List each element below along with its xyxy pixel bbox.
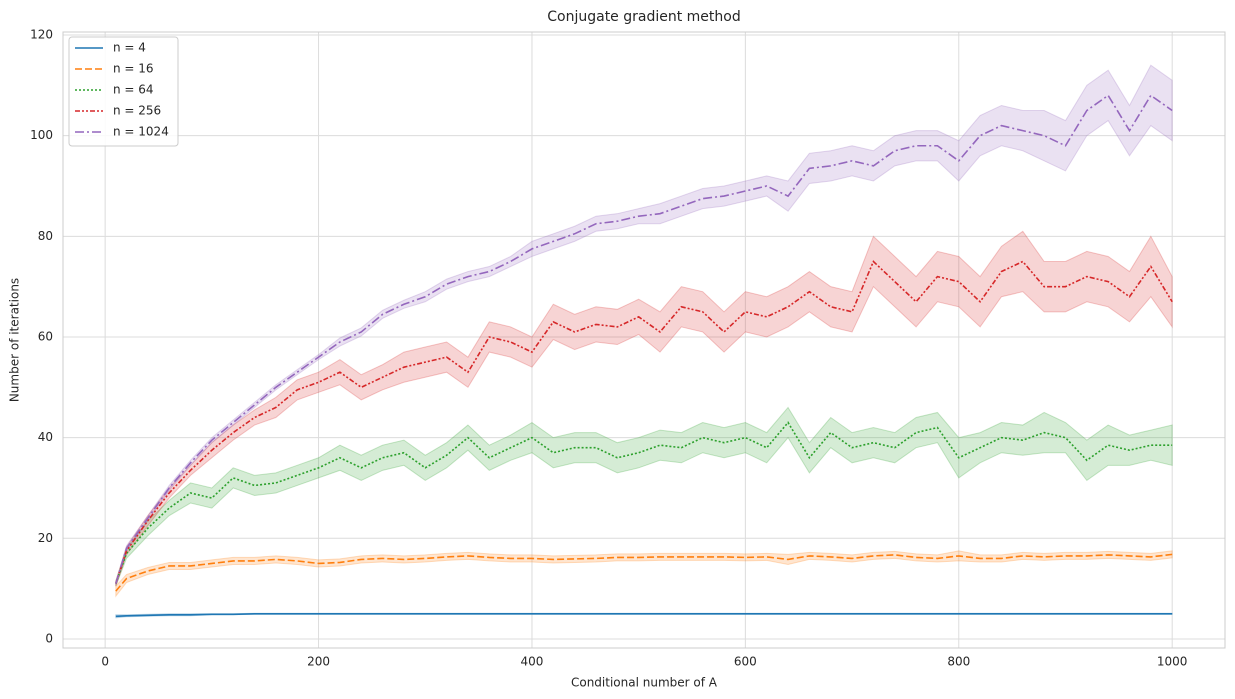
series-line bbox=[115, 94, 1173, 584]
x-tick-label: 800 bbox=[947, 655, 970, 669]
x-tick-label: 0 bbox=[101, 655, 109, 669]
x-tick-label: 600 bbox=[734, 655, 757, 669]
grid bbox=[63, 32, 1225, 648]
y-tick-label: 120 bbox=[30, 28, 53, 42]
y-tick-label: 20 bbox=[38, 531, 53, 545]
y-tick-label: 80 bbox=[38, 229, 53, 243]
y-tick-label: 60 bbox=[38, 329, 53, 343]
legend-label: n = 1024 bbox=[113, 125, 169, 139]
x-tick-label: 400 bbox=[521, 655, 544, 669]
y-tick-label: 0 bbox=[45, 631, 53, 645]
series-line bbox=[115, 553, 1173, 592]
confidence-band bbox=[115, 230, 1173, 587]
chart-title: Conjugate gradient method bbox=[547, 9, 740, 25]
plot-frame bbox=[62, 31, 1226, 649]
legend: n = 4 n = 16 n = 64 n = 256 n = 1024 bbox=[68, 36, 179, 147]
x-tick-label: 200 bbox=[307, 655, 330, 669]
series-line bbox=[115, 421, 1173, 584]
x-axis-label: Conditional number of A bbox=[571, 676, 718, 690]
y-axis-label: Number of iterations bbox=[8, 278, 22, 402]
series-line bbox=[115, 612, 1173, 618]
legend-label: n = 64 bbox=[113, 83, 154, 97]
series-line bbox=[115, 260, 1173, 584]
y-tick-label: 40 bbox=[38, 430, 53, 444]
confidence-band bbox=[115, 406, 1173, 587]
x-tick-label: 1000 bbox=[1157, 655, 1188, 669]
legend-box bbox=[68, 36, 179, 147]
legend-label: n = 256 bbox=[113, 104, 161, 118]
confidence-band bbox=[115, 64, 1173, 586]
lines bbox=[115, 94, 1173, 618]
y-tick-label: 100 bbox=[30, 128, 53, 142]
legend-label: n = 16 bbox=[113, 62, 154, 76]
legend-label: n = 4 bbox=[113, 41, 146, 55]
